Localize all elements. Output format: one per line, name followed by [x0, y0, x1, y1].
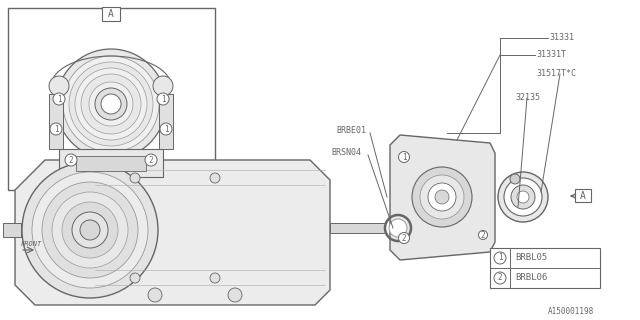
Text: 1: 1 [54, 124, 58, 133]
Circle shape [62, 202, 118, 258]
Text: 2: 2 [481, 230, 485, 239]
Text: 2: 2 [402, 234, 406, 243]
Bar [575, 189, 591, 202]
Text: 1: 1 [57, 94, 61, 103]
Bar [59, 149, 163, 177]
Circle shape [157, 93, 169, 105]
Circle shape [65, 154, 77, 166]
Circle shape [160, 123, 172, 135]
Circle shape [389, 219, 407, 237]
Circle shape [504, 178, 542, 216]
Circle shape [494, 252, 506, 264]
Circle shape [95, 88, 127, 120]
Text: 1: 1 [498, 253, 502, 262]
Text: 2: 2 [68, 156, 74, 164]
Circle shape [153, 76, 173, 96]
Text: 2: 2 [498, 274, 502, 283]
Bar [159, 94, 173, 149]
Circle shape [145, 154, 157, 166]
Circle shape [494, 272, 506, 284]
Text: BRBE01: BRBE01 [336, 126, 366, 135]
Bar [490, 248, 600, 288]
Bar [49, 94, 63, 149]
Circle shape [75, 68, 147, 140]
Text: 1: 1 [402, 153, 406, 162]
Polygon shape [15, 160, 330, 305]
Text: BRBL06: BRBL06 [515, 274, 547, 283]
Circle shape [420, 175, 464, 219]
Circle shape [53, 93, 65, 105]
Text: FRONT: FRONT [21, 241, 42, 247]
Text: 32135: 32135 [515, 93, 540, 102]
Circle shape [69, 62, 153, 146]
Circle shape [498, 172, 548, 222]
Bar [8, 8, 215, 190]
Text: 31331T: 31331T [536, 50, 566, 59]
Circle shape [148, 288, 162, 302]
Circle shape [210, 173, 220, 183]
Circle shape [228, 288, 242, 302]
Circle shape [42, 182, 138, 278]
Circle shape [412, 167, 472, 227]
Circle shape [63, 56, 159, 152]
Circle shape [50, 123, 62, 135]
Circle shape [130, 173, 140, 183]
Circle shape [52, 192, 128, 268]
Circle shape [510, 174, 520, 184]
Text: 31517T*C: 31517T*C [536, 69, 576, 78]
Bar [102, 7, 120, 21]
Bar [330, 223, 385, 233]
Circle shape [32, 172, 148, 288]
Text: A: A [580, 191, 586, 201]
Circle shape [511, 185, 535, 209]
Circle shape [72, 212, 108, 248]
Text: 1: 1 [164, 124, 168, 133]
Circle shape [399, 151, 410, 163]
Circle shape [56, 49, 166, 159]
Text: BRBL05: BRBL05 [515, 253, 547, 262]
Circle shape [89, 82, 133, 126]
Text: BRSN04: BRSN04 [331, 148, 361, 157]
Circle shape [428, 183, 456, 211]
Bar [3, 223, 21, 237]
Text: 31331: 31331 [549, 33, 574, 42]
Circle shape [130, 273, 140, 283]
Text: A: A [108, 9, 114, 19]
Text: 2: 2 [148, 156, 154, 164]
Text: 1: 1 [161, 94, 165, 103]
Circle shape [49, 76, 69, 96]
Circle shape [399, 233, 410, 244]
Circle shape [517, 191, 529, 203]
Bar [76, 156, 146, 171]
Circle shape [435, 190, 449, 204]
Text: A150001198: A150001198 [548, 308, 595, 316]
Circle shape [80, 220, 100, 240]
Circle shape [81, 74, 141, 134]
Circle shape [22, 162, 158, 298]
Polygon shape [390, 135, 495, 260]
Circle shape [479, 230, 488, 239]
Circle shape [101, 94, 121, 114]
Circle shape [210, 273, 220, 283]
